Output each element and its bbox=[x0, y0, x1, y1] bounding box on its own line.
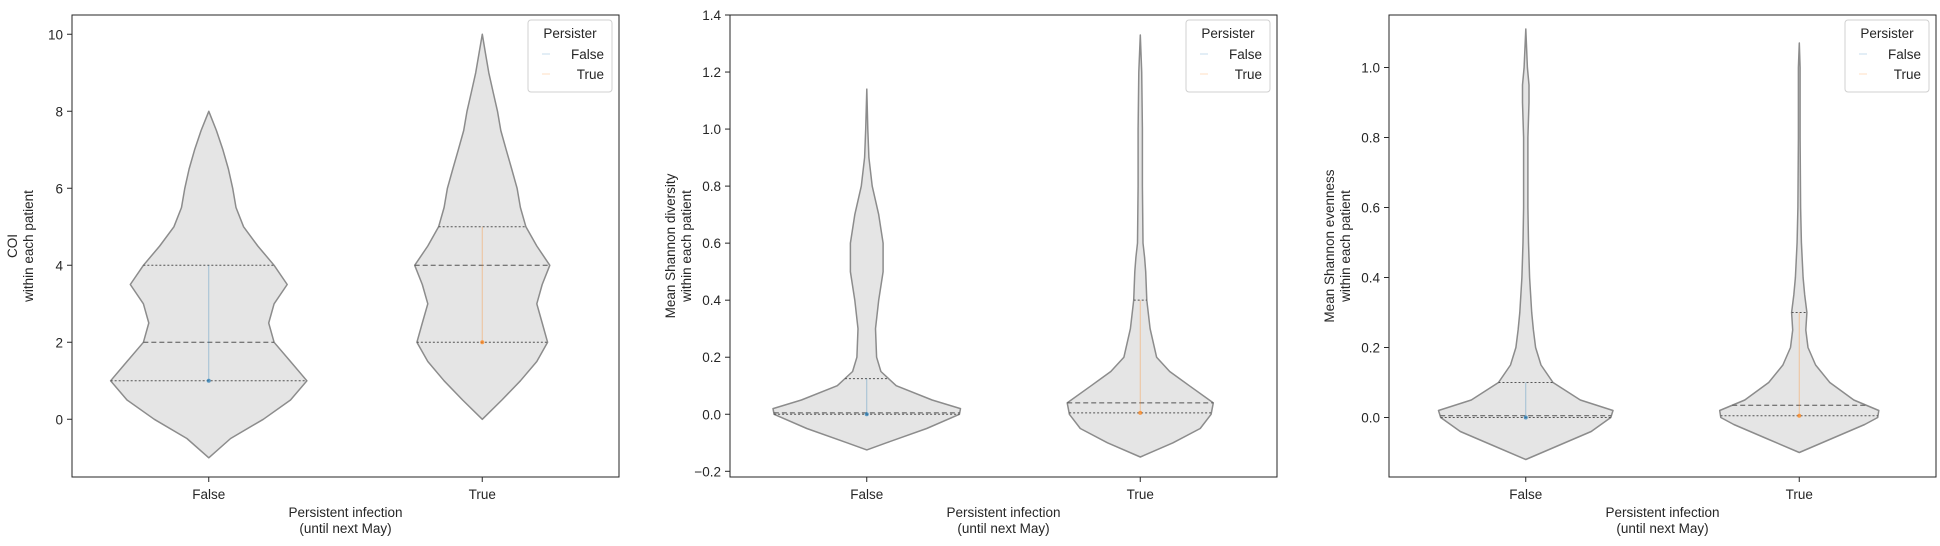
chart-panel-3: 0.0 0.2 0.4 0.6 0.8 1.0 False True Persistent in… bbox=[1322, 14, 1937, 536]
legend-title: Persister bbox=[1201, 26, 1255, 41]
x-tick-label: True bbox=[1786, 487, 1813, 502]
x-axis-label: Persistent infection bbox=[1605, 505, 1719, 520]
violin-true bbox=[413, 33, 551, 421]
legend-entry: False bbox=[1888, 47, 1921, 62]
legend-title: Persister bbox=[543, 26, 597, 41]
x-axis-label: Persistent infection bbox=[288, 505, 402, 520]
chart-panel-1: 0 2 4 6 8 10 False True Persistent infection(unt… bbox=[5, 14, 620, 536]
legend-box bbox=[1185, 19, 1271, 93]
y-tick-label: 0.0 bbox=[702, 407, 721, 422]
y-tick-label: 0.0 bbox=[1361, 411, 1380, 426]
y-tick-label: 0.8 bbox=[1361, 131, 1380, 146]
y-axis-label: COI bbox=[5, 234, 20, 258]
y-tick-label: 8 bbox=[55, 104, 63, 119]
y-tick-label: 0.4 bbox=[1361, 271, 1380, 286]
violin-true bbox=[1066, 34, 1215, 458]
hue-center-point bbox=[1797, 413, 1802, 418]
y-tick-label: 0.2 bbox=[1361, 341, 1380, 356]
y-axis-label: Mean Shannon diversity bbox=[663, 173, 678, 318]
hue-center-point bbox=[864, 412, 869, 417]
y-tick-label: 1.0 bbox=[1361, 61, 1380, 76]
x-tick-label: False bbox=[192, 487, 225, 502]
legend-entry: True bbox=[577, 67, 604, 82]
y-tick-label: 0.2 bbox=[702, 350, 721, 365]
legend-entry: True bbox=[1235, 67, 1262, 82]
legend-entry: True bbox=[1894, 67, 1921, 82]
x-tick-label: False bbox=[1509, 487, 1542, 502]
plot-frame bbox=[71, 14, 620, 478]
hue-center-point bbox=[1523, 415, 1528, 420]
x-tick-label: True bbox=[1127, 487, 1154, 502]
y-tick-label: −0.2 bbox=[694, 464, 721, 479]
violin-true bbox=[1718, 42, 1880, 454]
violin-false bbox=[772, 88, 962, 451]
y-axis-label: within each patient bbox=[1338, 190, 1353, 303]
legend-box bbox=[1844, 19, 1930, 93]
hue-center-point bbox=[206, 378, 211, 383]
y-tick-label: 1.2 bbox=[702, 65, 721, 80]
x-tick-label: True bbox=[469, 487, 496, 502]
y-tick-label: 0.6 bbox=[1361, 201, 1380, 216]
y-tick-label: 2 bbox=[55, 335, 63, 350]
y-tick-label: 6 bbox=[55, 181, 63, 196]
hue-center-point bbox=[1138, 410, 1143, 415]
y-tick-label: 0.4 bbox=[702, 293, 721, 308]
legend-entry: False bbox=[1229, 47, 1262, 62]
x-axis-label: (until next May) bbox=[957, 521, 1049, 536]
y-tick-label: 0.8 bbox=[702, 179, 721, 194]
y-tick-label: 10 bbox=[48, 27, 63, 42]
legend-box bbox=[527, 19, 613, 93]
y-axis-label: within each patient bbox=[21, 190, 36, 303]
y-tick-label: 0.6 bbox=[702, 236, 721, 251]
y-tick-label: 0 bbox=[55, 412, 63, 427]
hue-center-point bbox=[480, 340, 485, 345]
legend-title: Persister bbox=[1860, 26, 1914, 41]
x-axis-label: (until next May) bbox=[299, 521, 391, 536]
y-axis-label: within each patient bbox=[679, 190, 694, 303]
y-tick-label: 1.4 bbox=[702, 8, 721, 23]
legend-entry: False bbox=[571, 47, 604, 62]
plot-frame bbox=[1388, 14, 1937, 478]
violin-false bbox=[1437, 28, 1614, 461]
legend: Persister False True bbox=[527, 19, 613, 93]
y-tick-label: 1.0 bbox=[702, 122, 721, 137]
y-axis-label: Mean Shannon evenness bbox=[1322, 169, 1337, 322]
x-tick-label: False bbox=[850, 487, 883, 502]
legend: Persister False True bbox=[1185, 19, 1271, 93]
plot-frame bbox=[729, 14, 1278, 478]
y-tick-label: 4 bbox=[55, 258, 63, 273]
x-axis-label: (until next May) bbox=[1616, 521, 1708, 536]
x-axis-label: Persistent infection bbox=[946, 505, 1060, 520]
legend: Persister False True bbox=[1844, 19, 1930, 93]
